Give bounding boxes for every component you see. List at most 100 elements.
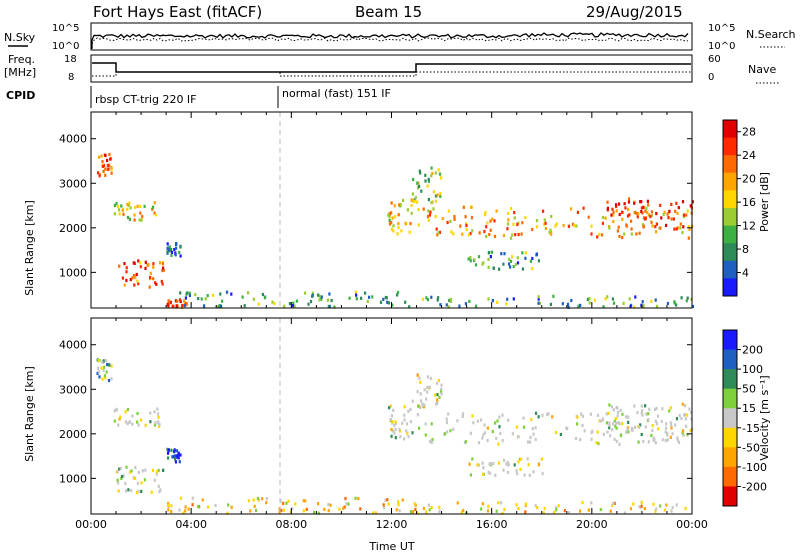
power-cell xyxy=(113,212,116,216)
velocity-cell xyxy=(421,404,425,409)
colorbar-swatch xyxy=(723,427,737,448)
velocity-cell xyxy=(419,392,422,396)
power-cell xyxy=(186,291,189,295)
power-cell xyxy=(166,250,169,254)
power-cell xyxy=(640,210,643,214)
power-cell xyxy=(416,181,419,185)
velocity-cell xyxy=(392,408,395,412)
colorbar-swatch xyxy=(723,243,737,262)
velocity-cell xyxy=(526,440,530,444)
power-cell xyxy=(104,153,107,158)
velocity-cell xyxy=(640,500,643,504)
velocity-cell xyxy=(686,413,689,417)
power-cell xyxy=(129,206,132,210)
power-cell xyxy=(426,298,429,302)
velocity-cell xyxy=(669,435,672,439)
power-cell xyxy=(166,246,169,250)
velocity-cell xyxy=(347,502,350,506)
power-cell xyxy=(642,224,645,228)
power-cell xyxy=(611,207,614,211)
velocity-cell xyxy=(665,422,668,426)
velocity-cell xyxy=(305,507,308,511)
velocity-cell xyxy=(405,422,409,426)
velocity-cell xyxy=(688,407,691,411)
velocity-cell xyxy=(317,511,320,515)
power-cell xyxy=(537,259,540,263)
velocity-cell xyxy=(391,420,394,424)
power-cell xyxy=(450,299,453,303)
velocity-cell xyxy=(612,501,615,506)
power-cell xyxy=(243,304,246,308)
power-cell xyxy=(570,207,573,211)
velocity-cell xyxy=(141,469,144,473)
power-cell xyxy=(167,299,170,303)
power-cell xyxy=(646,210,649,215)
power-cell xyxy=(670,202,673,206)
colorbar-tick-label: -200 xyxy=(742,480,767,493)
velocity-cell xyxy=(117,423,120,427)
velocity-cell xyxy=(166,447,169,451)
power-cell xyxy=(413,198,416,202)
velocity-cell xyxy=(129,470,132,474)
power-cell xyxy=(333,305,336,309)
velocity-cell xyxy=(425,510,428,514)
velocity-cell xyxy=(140,489,143,493)
velocity-data-cells xyxy=(96,358,694,515)
power-cell xyxy=(143,204,146,208)
power-cell xyxy=(175,242,178,246)
power-cell xyxy=(399,203,402,207)
power-colorbar-border xyxy=(722,119,738,297)
velocity-cell xyxy=(137,470,140,474)
power-cell xyxy=(171,304,174,308)
power-cell xyxy=(596,235,599,239)
power-cell xyxy=(487,257,490,261)
colorbar-tick-label: 8 xyxy=(742,243,749,256)
velocity-cell xyxy=(317,502,320,506)
power-cell xyxy=(627,197,631,201)
power-cell xyxy=(464,302,467,306)
power-cell xyxy=(467,257,470,261)
velocity-cell xyxy=(389,404,392,408)
velocity-cell xyxy=(626,427,629,432)
power-cell xyxy=(273,301,276,306)
velocity-cell xyxy=(610,405,613,409)
power-cell xyxy=(368,295,371,299)
power-cell xyxy=(328,304,331,309)
power-cell xyxy=(490,250,493,254)
power-cell xyxy=(390,227,394,232)
power-cell xyxy=(640,206,643,210)
velocity-cell xyxy=(678,414,681,418)
velocity-cell xyxy=(515,503,518,507)
power-cell xyxy=(424,179,427,183)
y-tick-label: 3000 xyxy=(59,383,87,396)
power-cell xyxy=(485,225,488,229)
velocity-cell xyxy=(498,425,501,429)
velocity-cell xyxy=(117,489,120,493)
power-data-cells xyxy=(97,152,695,309)
power-cell xyxy=(98,155,101,159)
power-cell xyxy=(482,261,485,265)
velocity-cell xyxy=(382,503,385,507)
velocity-cell xyxy=(419,405,422,410)
power-cell xyxy=(555,222,558,226)
velocity-ylabel: Slant Range [km] xyxy=(23,366,36,462)
power-cell xyxy=(689,204,692,208)
power-cell xyxy=(133,218,136,222)
velocity-cell xyxy=(581,501,584,505)
power-cell xyxy=(427,209,430,213)
power-cell xyxy=(125,278,128,283)
power-cell xyxy=(517,232,520,237)
power-cell xyxy=(509,265,512,269)
velocity-x-ticks: 00:00 04:00 08:00 12:00 16:00 20:00 00:00 xyxy=(75,318,708,531)
velocity-cell xyxy=(522,416,525,420)
y-tick-label: 3000 xyxy=(59,177,87,190)
power-cell xyxy=(509,236,513,240)
velocity-cell xyxy=(612,408,615,412)
power-cell xyxy=(543,218,546,222)
colorbar-swatch xyxy=(723,486,737,507)
velocity-cell xyxy=(507,470,510,474)
power-cell xyxy=(304,291,307,295)
velocity-cell xyxy=(684,417,687,421)
power-cell xyxy=(152,262,155,266)
velocity-cell xyxy=(501,439,504,443)
